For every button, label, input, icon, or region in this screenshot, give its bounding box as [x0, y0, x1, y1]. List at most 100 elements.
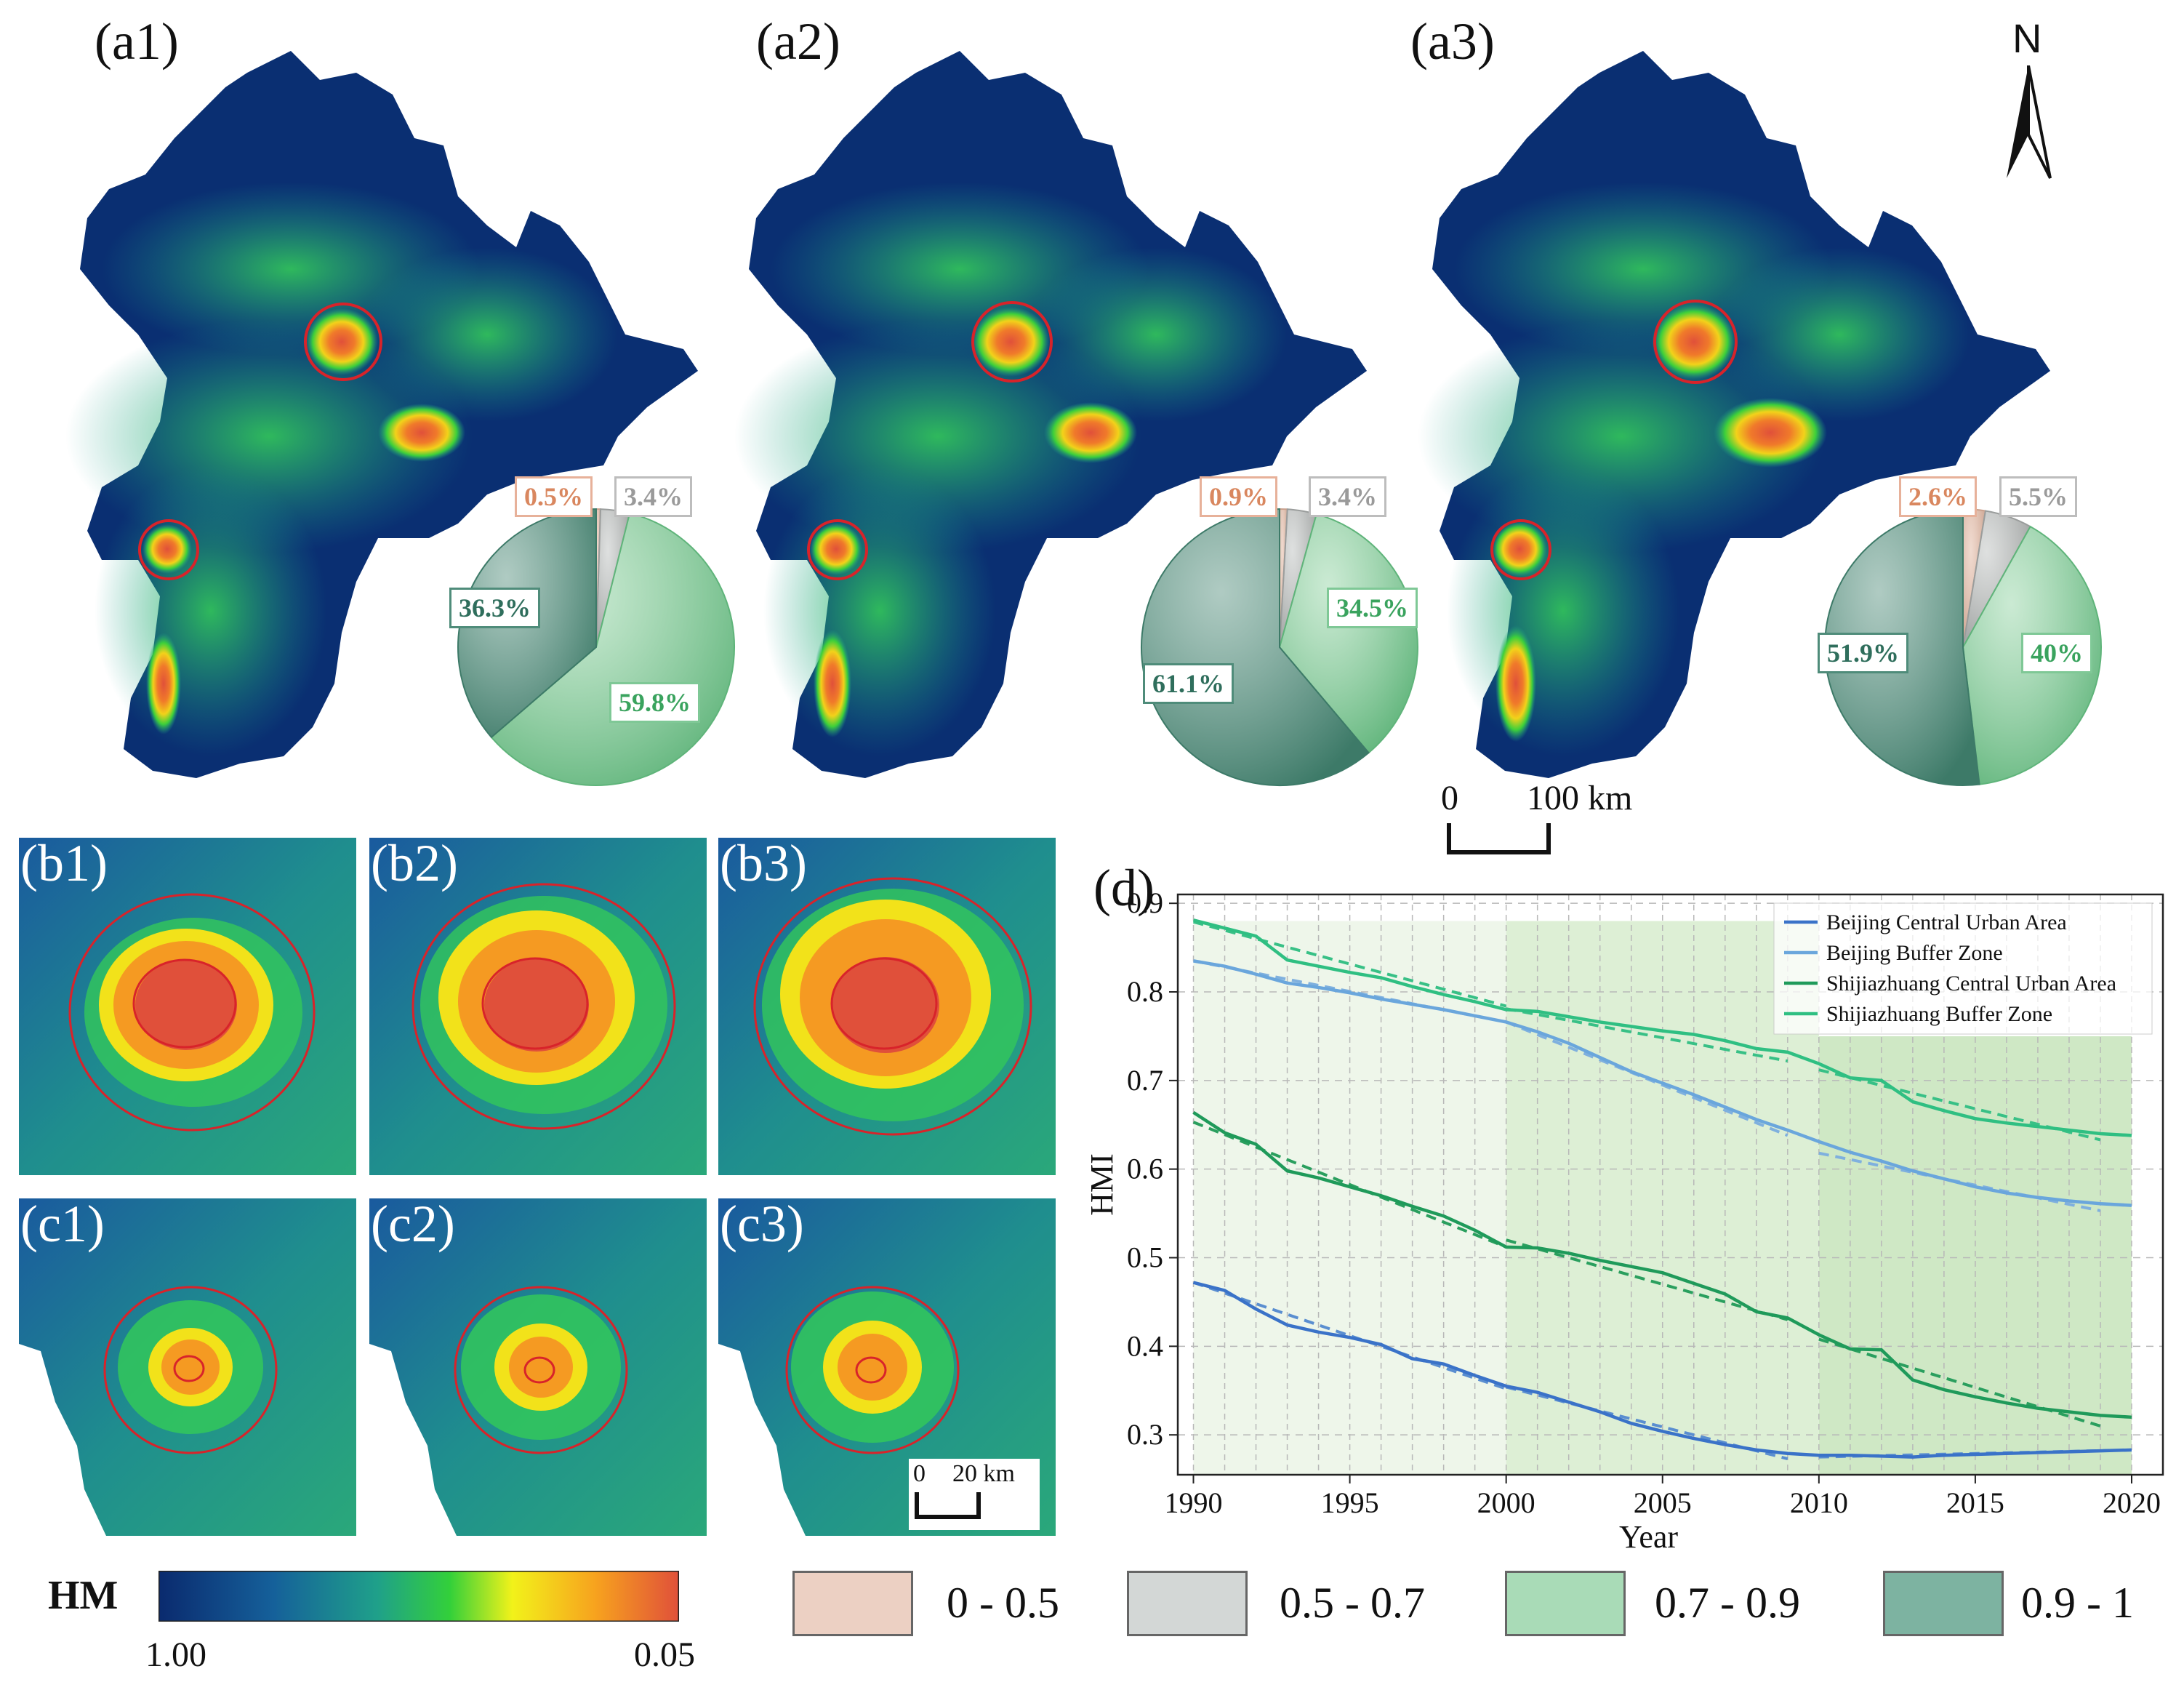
y-axis-label: HMI [1084, 1153, 1120, 1216]
hm-map-a3 [1418, 51, 2050, 778]
scale-bar-main-zero: 0 [1441, 779, 1458, 817]
hmi-line-chart: 1990 1995 2000 2005 2010 2015 2020 0.3 0.4 0.5 0.6… [1084, 886, 2164, 1549]
plot-frame [1176, 893, 2164, 1476]
y-tick-label: 0.8 [1127, 975, 1163, 1008]
x-tick-label: 2005 [1634, 1486, 1692, 1519]
class-legend-label: 0 - 0.5 [947, 1579, 1059, 1627]
hm-legend-bar [158, 1571, 679, 1622]
hm-map-a2 [734, 51, 1367, 778]
shaded-period [1506, 921, 1819, 1475]
scale-bar-main-end: 100 km [1527, 779, 1633, 817]
panel-label-a2: (a2) [756, 12, 840, 71]
class-legend-swatch [1883, 1571, 2004, 1636]
buffer-boundary [454, 1286, 628, 1454]
pie-label-a2-3: 61.1% [1143, 663, 1234, 704]
buffer-boundary [411, 883, 676, 1130]
inset-c2: (c2) [369, 1198, 707, 1536]
class-legend-label: 0.5 - 0.7 [1280, 1579, 1425, 1627]
x-tick-label: 2000 [1477, 1486, 1535, 1519]
class-legend-label: 0.9 - 1 [2021, 1579, 2134, 1627]
series-line-shijiazhuang-central-urban-area [1192, 1110, 2132, 1419]
class-legend-swatch [792, 1571, 913, 1636]
hm-map-a1 [65, 51, 698, 778]
inset-c1-map [19, 1198, 356, 1536]
chart-panel-d: (d) 1990 1995 2000 2005 2010 2015 2020 0.3 0.4 0.… [1083, 836, 2181, 1549]
buffer-boundary [785, 1286, 960, 1454]
hm-legend-min: 1.00 [145, 1635, 206, 1674]
hm-legend-max: 0.05 [634, 1635, 695, 1674]
buffer-boundary [103, 1286, 278, 1454]
pie-label-a3-1: 5.5% [1999, 476, 2077, 517]
inset-b3: (b3) [718, 838, 1056, 1175]
class-legend-label: 0.7 - 0.9 [1655, 1579, 1800, 1627]
x-tick-label: 2015 [1946, 1486, 2004, 1519]
panel-a3: (a3) 2.6% 5.5% 40% 51.9% [1381, 0, 2181, 807]
y-tick-label: 0.4 [1127, 1329, 1163, 1362]
scale-bar-inset-line [915, 1492, 981, 1519]
beijing-buffer-ring [304, 303, 382, 381]
x-tick-label: 2020 [2103, 1486, 2161, 1519]
scale-bar-main-line [1447, 823, 1551, 854]
pie-label-a2-2: 34.5% [1327, 588, 1418, 628]
y-tick-label: 0.6 [1127, 1153, 1163, 1185]
shijiazhuang-buffer-ring [1490, 519, 1551, 580]
chart-panel-label: (d) [1093, 859, 1155, 917]
y-tick-label: 0.3 [1127, 1418, 1163, 1451]
central-urban-boundary [523, 1356, 555, 1384]
inset-label-b1: (b1) [20, 838, 108, 892]
hm-legend: HM 1.00 0.05 [44, 1563, 727, 1687]
inset-b1: (b1) [19, 838, 356, 1175]
inset-c1: (c1) [19, 1198, 356, 1536]
scale-bar-inset: 0 20 km [909, 1459, 1040, 1530]
inset-label-c1: (c1) [20, 1198, 105, 1253]
scale-bar-inset-zero: 0 [913, 1460, 926, 1487]
scale-bar-main: 0 100 km [1432, 778, 1650, 858]
legend-label: Beijing Buffer Zone [1826, 941, 2003, 965]
inset-c2-map [369, 1198, 707, 1536]
pie-label-a1-1: 3.4% [614, 476, 692, 517]
north-arrow-icon [2007, 65, 2052, 179]
class-legend-item: 0.7 - 0.9 [1505, 1563, 1854, 1651]
beijing-buffer-ring [971, 301, 1053, 383]
trend-line [1192, 1121, 1507, 1249]
series-line-shijiazhuang-buffer-zone [1192, 918, 2132, 1137]
trend-line [1192, 920, 1507, 1008]
class-legend-item: 0.5 - 0.7 [1127, 1563, 1490, 1651]
class-legend-item: 0.9 - 1 [1883, 1563, 2181, 1651]
trend-line [1506, 1238, 1788, 1321]
hm-legend-title: HM [48, 1573, 119, 1618]
panel-a1: (a1) 0.5% 3.4% 59.8% 36.3% [0, 0, 735, 807]
inset-b2-map [369, 838, 707, 1175]
pie-label-a1-3: 36.3% [449, 588, 540, 628]
beijing-buffer-ring [1653, 300, 1738, 384]
y-tick-label: 0.7 [1127, 1064, 1163, 1097]
central-urban-boundary [173, 1355, 205, 1382]
shijiazhuang-buffer-ring [807, 519, 868, 580]
panel-label-a1: (a1) [95, 12, 179, 71]
class-legend: 0 - 0.5 0.5 - 0.7 0.7 - 0.9 0.9 - 1 [785, 1563, 2181, 1673]
scale-bar-inset-end: 20 km [952, 1460, 1015, 1487]
inset-b3-map [718, 838, 1056, 1175]
buffer-boundary [68, 893, 316, 1132]
pie-chart-a2 [1141, 508, 1418, 786]
trend-line [1192, 1281, 1507, 1390]
y-tick-label: 0.5 [1127, 1241, 1163, 1274]
legend-label: Shijiazhuang Central Urban Area [1826, 972, 2116, 996]
inset-b2: (b2) [369, 838, 707, 1175]
x-axis-label: Year [1619, 1519, 1678, 1549]
shijiazhuang-buffer-ring [138, 519, 199, 580]
x-tick-label: 1995 [1321, 1486, 1379, 1519]
shaded-period [1193, 921, 1506, 1475]
north-arrow: N [1985, 15, 2072, 182]
central-urban-boundary [855, 1356, 887, 1384]
pie-label-a1-2: 59.8% [609, 682, 700, 723]
buffer-boundary [753, 877, 1032, 1136]
north-arrow-letter: N [2012, 15, 2042, 61]
class-legend-item: 0 - 0.5 [792, 1563, 1134, 1651]
inset-label-b3: (b3) [720, 838, 807, 892]
x-tick-label: 2010 [1790, 1486, 1848, 1519]
inset-label-b2: (b2) [371, 838, 458, 892]
central-urban-boundary [481, 957, 589, 1050]
legend-label: Beijing Central Urban Area [1826, 910, 2067, 934]
pie-label-a3-2: 40% [2021, 633, 2092, 673]
